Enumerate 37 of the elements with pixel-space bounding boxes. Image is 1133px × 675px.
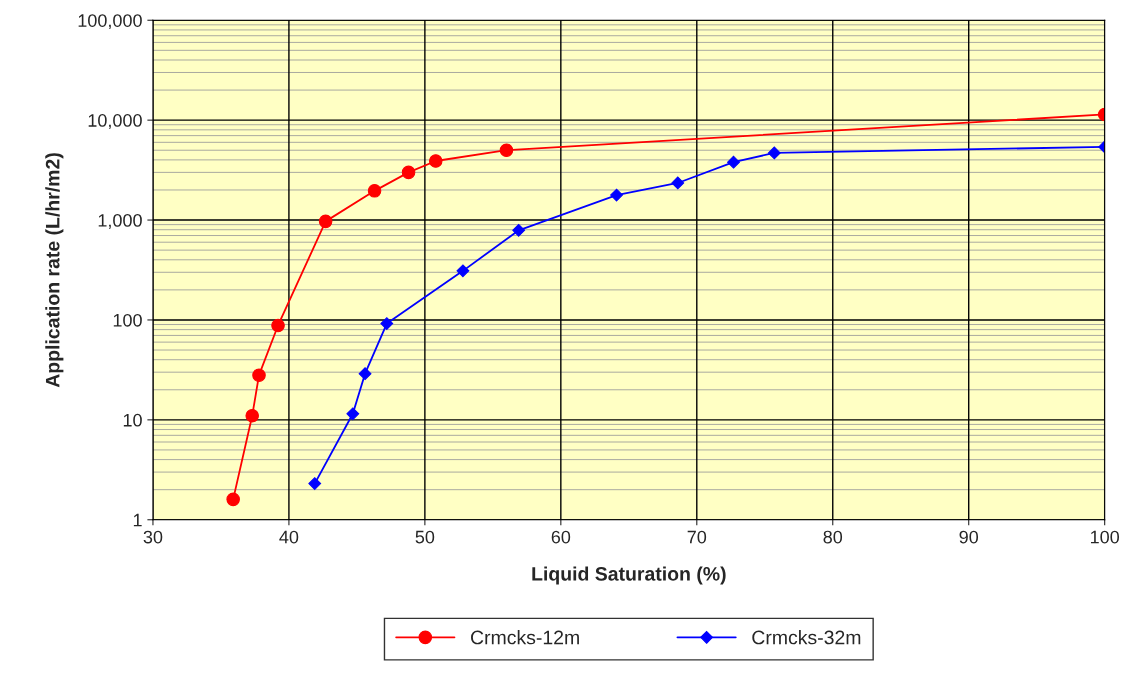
point [428,154,443,168]
y-tick-label: 100 [113,313,142,327]
x-tick-label: 70 [687,530,707,544]
point [252,368,266,382]
y-tick-label: 1,000 [98,213,142,229]
point [226,492,240,507]
x-axis-title: Liquid Saturation (%) [532,566,726,585]
point [401,165,416,180]
y-tick-label: 10 [123,413,142,427]
point [767,146,781,160]
point [367,184,382,198]
y-tick-label: 1 [133,513,142,527]
x-tick-label: 100 [1090,530,1120,544]
x-tick-label: 30 [143,530,163,544]
x-tick-label: 80 [823,530,843,544]
point [245,408,259,423]
y-tick-label: 10,000 [88,114,142,129]
point [346,407,360,421]
point [380,317,394,330]
y-axis-title: Application rate (L/hr/m2) [45,153,64,388]
point [610,188,623,202]
point [727,155,740,169]
point [671,176,685,190]
point [499,143,514,157]
point [318,214,333,229]
x-tick-label: 50 [415,530,435,544]
y-tick-label: 100,000 [78,14,142,30]
point [358,367,372,381]
point [271,318,285,333]
x-tick-label: 40 [279,530,299,544]
point [512,223,526,237]
point [456,264,470,278]
point [308,477,322,491]
x-tick-label: 60 [551,530,571,544]
x-tick-label: 90 [959,530,979,544]
legend-label: Crmcks-32m [752,630,861,645]
legend-label: Crmcks-12m [471,630,579,645]
